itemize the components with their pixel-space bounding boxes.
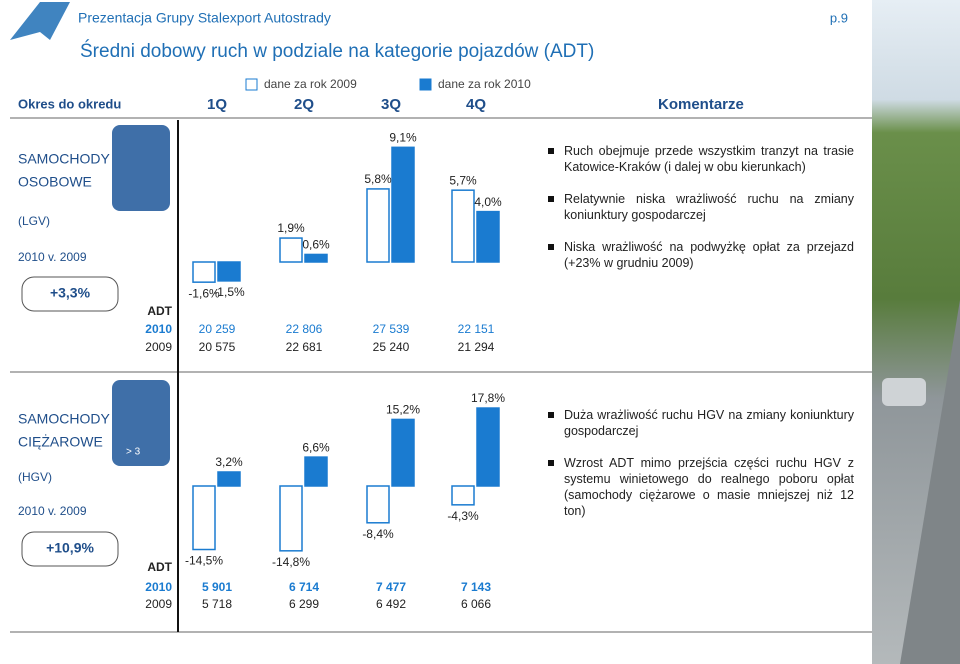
bar xyxy=(217,261,241,282)
bar xyxy=(192,261,216,283)
car xyxy=(882,378,926,406)
category-label: 2Q xyxy=(294,96,314,113)
change-box xyxy=(21,276,119,312)
data-label: 3,2% xyxy=(215,455,243,469)
adt-value: 22 806 xyxy=(286,322,323,336)
bar xyxy=(476,210,500,263)
adt-value: 7 477 xyxy=(376,580,406,594)
adt-value: 25 240 xyxy=(373,340,410,354)
bar xyxy=(391,146,415,263)
icon-label: > 3 xyxy=(126,447,141,458)
adt-label: ADT xyxy=(147,560,172,574)
data-label: -8,4% xyxy=(362,527,394,541)
data-label: -1,5% xyxy=(213,285,245,299)
page-number: p.9 xyxy=(830,10,848,25)
change-box xyxy=(21,531,119,567)
comment: Duża wrażliwość ruchu HGV na zmiany koni… xyxy=(548,407,854,439)
data-label: -4,3% xyxy=(447,509,479,523)
adt-year: 2009 xyxy=(145,340,172,354)
adt-value: 20 575 xyxy=(199,340,236,354)
adt-value: 27 539 xyxy=(373,322,410,336)
data-label: 17,8% xyxy=(471,391,505,405)
adt-value: 5 718 xyxy=(202,597,232,611)
bar xyxy=(304,456,328,487)
legend-label: dane za rok 2010 xyxy=(438,77,531,91)
icon-hgv xyxy=(112,380,170,466)
brand: Prezentacja Grupy Stalexport Autostrady xyxy=(78,10,331,26)
adt-year: 2009 xyxy=(145,597,172,611)
data-label: -14,8% xyxy=(272,555,310,569)
data-label: -1,6% xyxy=(188,286,220,300)
period: 2010 v. 2009 xyxy=(18,504,87,518)
bar xyxy=(366,485,390,524)
bar xyxy=(217,471,241,487)
legend-label: dane za rok 2009 xyxy=(264,77,357,91)
legend-swatch xyxy=(245,78,258,91)
adt-value: 6 492 xyxy=(376,597,406,611)
adt-value: 6 066 xyxy=(461,597,491,611)
category-label: 3Q xyxy=(381,96,401,113)
data-label: 1,9% xyxy=(277,221,305,235)
category-name: SAMOCHODY xyxy=(18,411,110,427)
data-label: 4,0% xyxy=(474,195,502,209)
bar xyxy=(391,418,415,487)
logo xyxy=(10,2,70,40)
bar xyxy=(279,485,303,552)
comment: Niska wrażliwość na podwyżkę opłat za pr… xyxy=(548,239,854,271)
bar xyxy=(366,188,390,263)
comment: Ruch obejmuje przede wszystkim tranzyt n… xyxy=(548,143,854,175)
adt-year: 2010 xyxy=(145,580,172,594)
adt-value: 5 901 xyxy=(202,580,232,594)
icon-lgv xyxy=(112,125,170,211)
adt-value: 20 259 xyxy=(199,322,236,336)
adt-value: 22 151 xyxy=(458,322,495,336)
period: 2010 v. 2009 xyxy=(18,250,87,264)
adt-label: ADT xyxy=(147,304,172,318)
data-label: 5,8% xyxy=(364,172,392,186)
vehicle-code: (LGV) xyxy=(18,214,50,228)
comments-header: Komentarze xyxy=(658,96,744,113)
bar xyxy=(279,237,303,263)
data-label: 0,6% xyxy=(302,238,330,252)
category-name: OSOBOWE xyxy=(18,174,92,190)
category-label: 4Q xyxy=(466,96,486,113)
adt-value: 22 681 xyxy=(286,340,323,354)
bar xyxy=(304,253,328,263)
data-label: -14,5% xyxy=(185,554,223,568)
comment: Relatywnie niska wrażliwość ruchu na zmi… xyxy=(548,191,854,223)
comment: Wzrost ADT mimo przejścia części ruchu H… xyxy=(548,455,854,519)
adt-value: 6 714 xyxy=(289,580,319,594)
bar xyxy=(476,407,500,487)
bar xyxy=(451,485,475,506)
adt-value: 6 299 xyxy=(289,597,319,611)
adt-value: 7 143 xyxy=(461,580,491,594)
change: +10,9% xyxy=(46,540,94,556)
adt-year: 2010 xyxy=(145,322,172,336)
category-name: SAMOCHODY xyxy=(18,151,110,167)
vehicle-code: (HGV) xyxy=(18,470,52,484)
data-label: 15,2% xyxy=(386,403,420,417)
bar xyxy=(451,189,475,263)
category-label: 1Q xyxy=(207,96,227,113)
adt-value: 21 294 xyxy=(458,340,495,354)
data-label: 5,7% xyxy=(449,173,477,187)
road xyxy=(900,300,960,664)
title: Średni dobowy ruch w podziale na kategor… xyxy=(80,40,594,62)
data-label: 9,1% xyxy=(389,131,417,145)
category-name: CIĘŻAROWE xyxy=(18,433,103,450)
period-header: Okres do okredu xyxy=(18,96,121,111)
legend-swatch xyxy=(419,78,432,91)
data-label: 6,6% xyxy=(302,440,330,454)
bar xyxy=(192,485,216,551)
change: +3,3% xyxy=(50,285,91,301)
